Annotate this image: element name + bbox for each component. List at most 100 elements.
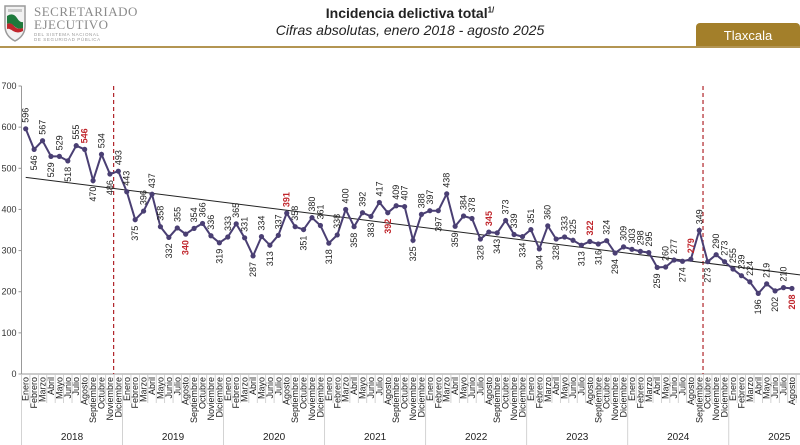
data-label: 260 [661,246,671,261]
data-label: 546 [80,128,90,143]
data-label: 255 [728,248,738,263]
month-label: Octubre [400,377,410,409]
data-label: 358 [290,206,300,221]
month-label: Julio [677,377,687,396]
data-label: 417 [374,181,384,196]
data-point [225,234,231,240]
data-label: 279 [686,238,696,253]
data-label: 555 [71,125,81,140]
data-point [275,232,281,238]
data-point [477,236,483,242]
month-label: Junio [265,377,275,399]
line-chart: 0 100 200 300 400 500 600 700 596 546 567 529 529 51… [1,81,800,445]
data-point [536,246,542,252]
secretariado-logo: SECRETARIADO EJECUTIVO DEL SISTEMA NACIO… [0,2,200,46]
data-point [267,242,273,248]
month-label: Septiembre [290,377,300,423]
data-point [671,257,677,263]
month-label: Abril [450,377,460,395]
month-label: Marzo [543,377,553,402]
data-label: 332 [164,243,174,258]
month-label: Abril [46,377,56,395]
data-point [469,215,475,222]
month-label: Febrero [736,377,746,409]
month-label: Marzo [38,377,48,402]
data-label: 354 [189,207,199,222]
data-point [309,215,315,221]
month-label: Febrero [635,377,645,409]
month-label: Marzo [341,377,351,402]
data-point [561,234,568,240]
data-label: 309 [619,226,629,241]
data-point [418,211,425,217]
month-label: Mayo [54,377,64,399]
data-label: 333 [560,216,570,231]
month-label: Noviembre [610,377,620,421]
data-label: 351 [299,236,309,251]
data-label: 345 [484,211,494,226]
data-label: 359 [450,232,460,247]
month-label: Diciembre [720,377,730,418]
data-point [107,171,113,177]
data-label: 518 [63,167,73,182]
month-label: Julio [273,377,283,396]
month-label: Mayo [661,377,671,399]
data-label: 239 [736,255,746,270]
data-point [48,153,54,159]
month-label: Junio [669,377,679,399]
data-point [56,153,62,159]
month-label: Enero [21,377,31,401]
data-label: 290 [711,234,721,249]
y-tick-label: 300 [1,246,16,256]
data-label: 333 [223,216,233,231]
data-point [376,199,382,206]
year-label: 2025 [768,432,791,443]
data-point [503,217,509,224]
data-point [738,273,745,279]
month-label: Febrero [29,377,39,409]
y-tick-label: 500 [1,163,16,173]
data-point [427,208,433,214]
data-label: 322 [585,220,595,235]
data-point [486,229,492,235]
data-label: 355 [172,207,182,222]
data-label: 273 [703,268,713,283]
data-point [772,288,778,294]
data-label: 380 [307,197,317,212]
data-point [368,213,374,220]
data-label: 298 [635,230,645,245]
data-label: 331 [240,217,250,232]
month-label: Agosto [282,377,292,405]
month-label: Abril [753,377,763,395]
data-label: 334 [256,216,266,231]
axes: 0 100 200 300 400 500 600 700 [1,81,800,379]
data-label: 596 [21,108,31,123]
data-label: 349 [694,209,704,224]
data-label: 360 [543,205,553,220]
month-label: Junio [467,377,477,399]
data-label: 287 [248,262,258,277]
data-point [258,233,265,240]
data-label: 373 [501,200,511,215]
data-point [132,217,138,223]
data-point [730,266,736,272]
month-label: Febrero [130,377,140,409]
data-point [98,151,105,157]
state-badge: Tlaxcala [696,23,800,48]
data-label: 397 [425,190,435,205]
month-label: Octubre [501,377,511,409]
month-label: Enero [122,377,132,401]
data-point [705,259,711,265]
data-point [688,256,694,262]
data-point [208,233,214,239]
data-point [747,279,753,285]
month-label: Julio [475,377,485,396]
year-label: 2020 [263,432,286,443]
data-label: 334 [517,243,527,258]
data-point [444,191,450,197]
data-point [292,224,298,230]
month-label: Enero [223,377,233,401]
data-label: 328 [551,245,561,260]
data-point [721,259,728,265]
month-label: Mayo [560,377,570,399]
